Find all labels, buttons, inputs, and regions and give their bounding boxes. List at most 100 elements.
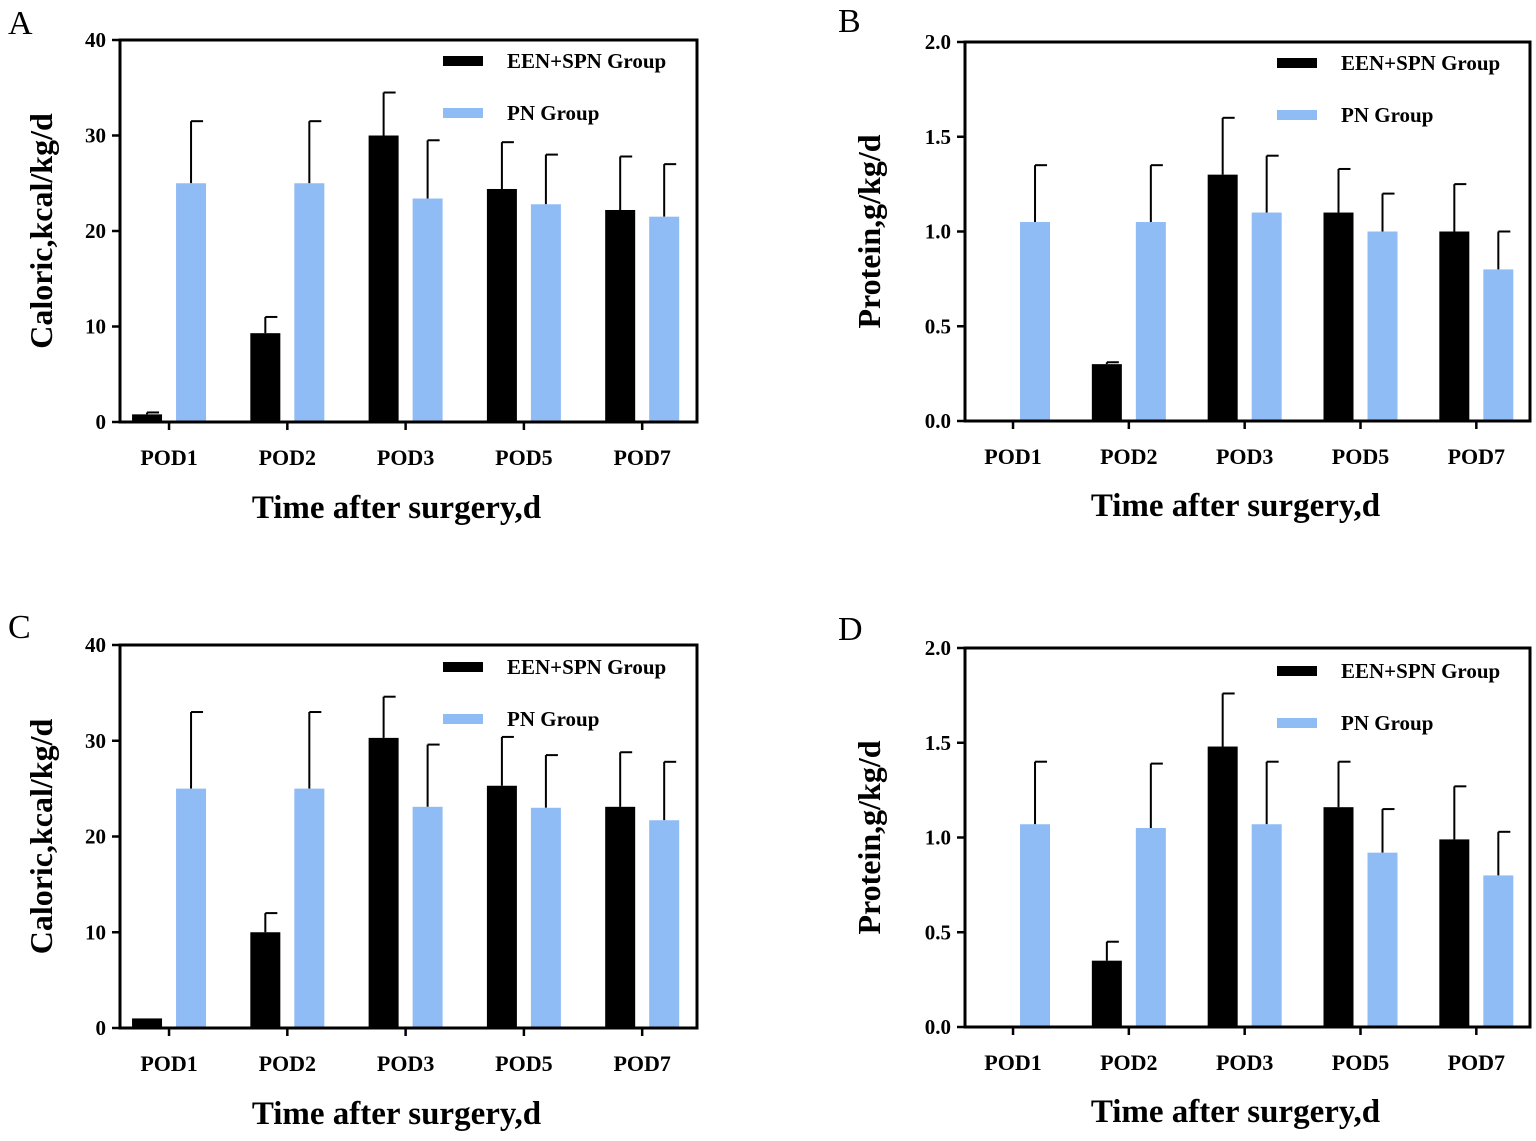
bar-pn-pod7 — [649, 820, 680, 1028]
panel-d: D 0.0 0.5 1.0 1.5 2.0 POD1 POD2 POD3 POD5 POD7 EEN+… — [838, 611, 1532, 1130]
bar-pn-pod5 — [530, 807, 561, 1028]
bar-een-spn-pod2 — [250, 932, 281, 1028]
bar-pn-pod3 — [1251, 824, 1282, 1027]
x-tick-label: POD1 — [984, 444, 1041, 469]
bar-pn-pod7 — [1483, 875, 1514, 1027]
legend-label: EEN+SPN Group — [1341, 51, 1500, 75]
plot-frame — [118, 38, 699, 424]
bar-een-spn-pod3 — [1207, 746, 1238, 1027]
bar-een-spn-pod5 — [1323, 807, 1354, 1027]
bar-pn-pod3 — [412, 806, 443, 1028]
plot-frame — [963, 40, 1532, 423]
legend-swatch — [443, 714, 483, 724]
panel-label: D — [838, 611, 863, 648]
bar-pn-pod2 — [294, 788, 325, 1028]
bar-een-spn-pod5 — [1323, 212, 1354, 421]
plot-frame — [118, 643, 699, 1030]
y-tick-label: 1.5 — [925, 125, 951, 149]
bar-pn-pod1 — [1020, 222, 1051, 421]
y-tick-label: 1.0 — [925, 826, 951, 850]
bar-een-spn-pod2 — [250, 333, 281, 422]
y-tick-label: 2.0 — [925, 636, 951, 660]
x-tick-label: POD1 — [984, 1050, 1041, 1075]
y-tick-label: 20 — [85, 219, 106, 243]
y-tick-label: 1.5 — [925, 731, 951, 755]
bar-pn-pod5 — [1367, 231, 1398, 421]
x-tick-label: POD3 — [377, 1051, 434, 1076]
y-tick-label: 1.0 — [925, 220, 951, 244]
panel-label: C — [8, 609, 31, 646]
panel-a: A 0 10 20 30 40 POD1 POD2 POD3 POD5 POD7 EEN+SPN Gr… — [8, 5, 699, 526]
x-axis-title: Time after surgery,d — [1091, 488, 1380, 524]
x-tick-label: POD7 — [1448, 444, 1505, 469]
panel-b: B 0.0 0.5 1.0 1.5 2.0 POD1 POD2 POD3 POD5 POD7 EEN+… — [838, 3, 1532, 524]
y-tick-label: 0.5 — [925, 314, 951, 338]
x-tick-label: POD3 — [377, 445, 434, 470]
x-axis-title: Time after surgery,d — [252, 490, 541, 526]
bar-een-spn-pod1 — [132, 1018, 163, 1028]
y-tick-label: 30 — [85, 124, 106, 148]
legend-label: EEN+SPN Group — [507, 49, 666, 73]
bar-pn-pod2 — [1135, 828, 1166, 1027]
bar-pn-pod7 — [649, 216, 680, 422]
bar-een-spn-pod3 — [368, 135, 399, 422]
bar-een-spn-pod2 — [1091, 364, 1122, 421]
x-tick-label: POD2 — [1100, 1050, 1157, 1075]
legend-swatch — [1277, 666, 1317, 676]
legend-swatch — [443, 662, 483, 672]
legend-label: EEN+SPN Group — [507, 655, 666, 679]
y-tick-label: 2.0 — [925, 30, 951, 54]
legend-label: EEN+SPN Group — [1341, 659, 1500, 683]
y-tick-label: 30 — [85, 729, 106, 753]
y-tick-label: 40 — [85, 28, 106, 52]
x-tick-label: POD1 — [140, 1051, 197, 1076]
bar-een-spn-pod7 — [605, 209, 636, 422]
bar-pn-pod7 — [1483, 269, 1514, 421]
x-tick-label: POD2 — [259, 445, 316, 470]
bar-een-spn-pod1 — [132, 414, 163, 422]
bar-een-spn-pod7 — [605, 806, 636, 1028]
x-tick-label: POD1 — [140, 445, 197, 470]
y-tick-label: 10 — [85, 920, 106, 944]
y-tick-label: 0.5 — [925, 920, 951, 944]
bar-pn-pod3 — [412, 198, 443, 422]
panel-label: B — [838, 3, 861, 40]
y-tick-label: 40 — [85, 633, 106, 657]
legend-swatch — [1277, 110, 1317, 120]
bar-een-spn-pod5 — [486, 188, 517, 422]
x-tick-label: POD3 — [1216, 1050, 1273, 1075]
legend-swatch — [443, 56, 483, 66]
bar-een-spn-pod2 — [1091, 960, 1122, 1027]
x-tick-label: POD5 — [1332, 1050, 1389, 1075]
y-tick-label: 0 — [96, 1016, 107, 1040]
x-tick-label: POD7 — [1448, 1050, 1505, 1075]
bar-pn-pod3 — [1251, 212, 1282, 421]
legend-swatch — [443, 108, 483, 118]
x-tick-label: POD7 — [613, 445, 670, 470]
bar-een-spn-pod3 — [1207, 174, 1238, 421]
legend-label: PN Group — [1341, 711, 1433, 735]
bar-pn-pod2 — [294, 183, 325, 422]
bar-pn-pod5 — [530, 204, 561, 422]
bar-pn-pod1 — [1020, 824, 1051, 1027]
y-axis-title: Caloric,kcal/kg/d — [23, 719, 59, 955]
bar-pn-pod2 — [1135, 222, 1166, 421]
x-axis-title: Time after surgery,d — [1091, 1094, 1380, 1130]
x-tick-label: POD3 — [1216, 444, 1273, 469]
y-tick-label: 0.0 — [925, 1015, 951, 1039]
y-axis-title: Caloric,kcal/kg/d — [23, 113, 59, 349]
bar-pn-pod1 — [176, 183, 207, 422]
bar-een-spn-pod3 — [368, 737, 399, 1028]
plot-frame — [963, 646, 1532, 1029]
legend-label: PN Group — [1341, 103, 1433, 127]
bar-pn-pod1 — [176, 788, 207, 1028]
x-tick-label: POD5 — [495, 1051, 552, 1076]
y-tick-label: 10 — [85, 315, 106, 339]
bar-een-spn-pod5 — [486, 785, 517, 1028]
legend-swatch — [1277, 58, 1317, 68]
y-axis-title: Protein,g/kg/d — [851, 134, 887, 328]
bar-pn-pod5 — [1367, 852, 1398, 1027]
x-tick-label: POD5 — [495, 445, 552, 470]
bar-een-spn-pod7 — [1439, 231, 1470, 421]
